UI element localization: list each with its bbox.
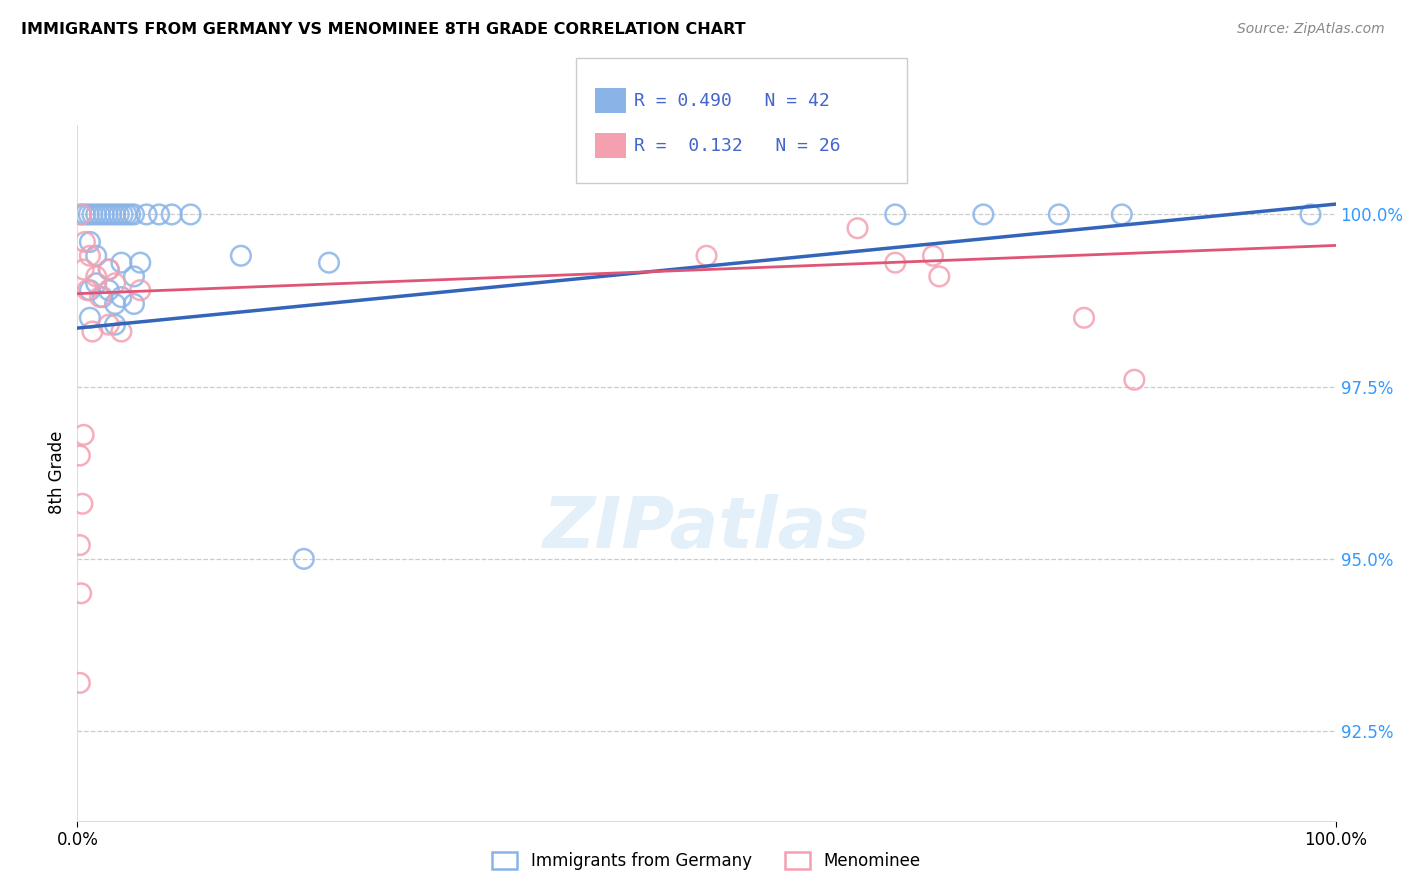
Point bbox=[104, 207, 127, 221]
Point bbox=[84, 207, 107, 221]
Point bbox=[72, 497, 94, 511]
Point bbox=[84, 277, 107, 291]
Point bbox=[97, 283, 120, 297]
Legend: Immigrants from Germany, Menominee: Immigrants from Germany, Menominee bbox=[484, 844, 929, 879]
Point bbox=[122, 269, 145, 284]
Y-axis label: 8th Grade: 8th Grade bbox=[48, 431, 66, 515]
Point bbox=[1073, 310, 1095, 325]
Point bbox=[115, 207, 138, 221]
Point bbox=[76, 283, 98, 297]
Point bbox=[100, 207, 122, 221]
Point bbox=[1047, 207, 1070, 221]
Text: IMMIGRANTS FROM GERMANY VS MENOMINEE 8TH GRADE CORRELATION CHART: IMMIGRANTS FROM GERMANY VS MENOMINEE 8TH… bbox=[21, 22, 745, 37]
Point bbox=[884, 207, 907, 221]
Point bbox=[79, 235, 101, 249]
Point bbox=[70, 207, 93, 221]
Point bbox=[79, 249, 101, 263]
Point bbox=[1299, 207, 1322, 221]
Point bbox=[120, 207, 142, 221]
Point bbox=[160, 207, 183, 221]
Point bbox=[97, 262, 120, 277]
Text: Source: ZipAtlas.com: Source: ZipAtlas.com bbox=[1237, 22, 1385, 37]
Point bbox=[122, 207, 145, 221]
Point bbox=[972, 207, 994, 221]
Point bbox=[93, 207, 115, 221]
Point bbox=[82, 207, 104, 221]
Text: R =  0.132   N = 26: R = 0.132 N = 26 bbox=[634, 137, 841, 155]
Point bbox=[84, 249, 107, 263]
Point bbox=[104, 297, 127, 311]
Point bbox=[69, 538, 91, 552]
Point bbox=[73, 235, 96, 249]
Point bbox=[110, 325, 132, 339]
Point bbox=[96, 207, 118, 221]
Point bbox=[135, 207, 157, 221]
Point bbox=[108, 207, 131, 221]
Point bbox=[1123, 373, 1146, 387]
Point bbox=[73, 207, 96, 221]
Point bbox=[318, 255, 340, 269]
Point bbox=[180, 207, 202, 221]
Point bbox=[97, 262, 120, 277]
Point bbox=[69, 676, 91, 690]
Point bbox=[148, 207, 170, 221]
Point bbox=[84, 269, 107, 284]
Point bbox=[129, 255, 152, 269]
Point bbox=[72, 262, 94, 277]
Point bbox=[72, 428, 94, 442]
Point bbox=[111, 207, 134, 221]
Point bbox=[229, 249, 252, 263]
Point bbox=[91, 290, 114, 304]
Point bbox=[129, 283, 152, 297]
Point bbox=[97, 318, 120, 332]
Point bbox=[922, 249, 945, 263]
Point bbox=[79, 310, 101, 325]
Point bbox=[110, 290, 132, 304]
Text: R = 0.490   N = 42: R = 0.490 N = 42 bbox=[634, 92, 830, 110]
Point bbox=[110, 255, 132, 269]
Point bbox=[70, 586, 93, 600]
Text: ZIPatlas: ZIPatlas bbox=[543, 494, 870, 563]
Point bbox=[77, 207, 100, 221]
Point bbox=[928, 269, 950, 284]
Point bbox=[89, 207, 111, 221]
Point bbox=[70, 207, 93, 221]
Point bbox=[104, 318, 127, 332]
Point bbox=[884, 255, 907, 269]
Point bbox=[846, 221, 869, 235]
Point bbox=[82, 325, 104, 339]
Point bbox=[122, 297, 145, 311]
Point bbox=[89, 290, 111, 304]
Point bbox=[292, 552, 315, 566]
Point bbox=[1111, 207, 1133, 221]
Point bbox=[69, 449, 91, 463]
Point bbox=[79, 283, 101, 297]
Point bbox=[696, 249, 718, 263]
Point bbox=[104, 277, 127, 291]
